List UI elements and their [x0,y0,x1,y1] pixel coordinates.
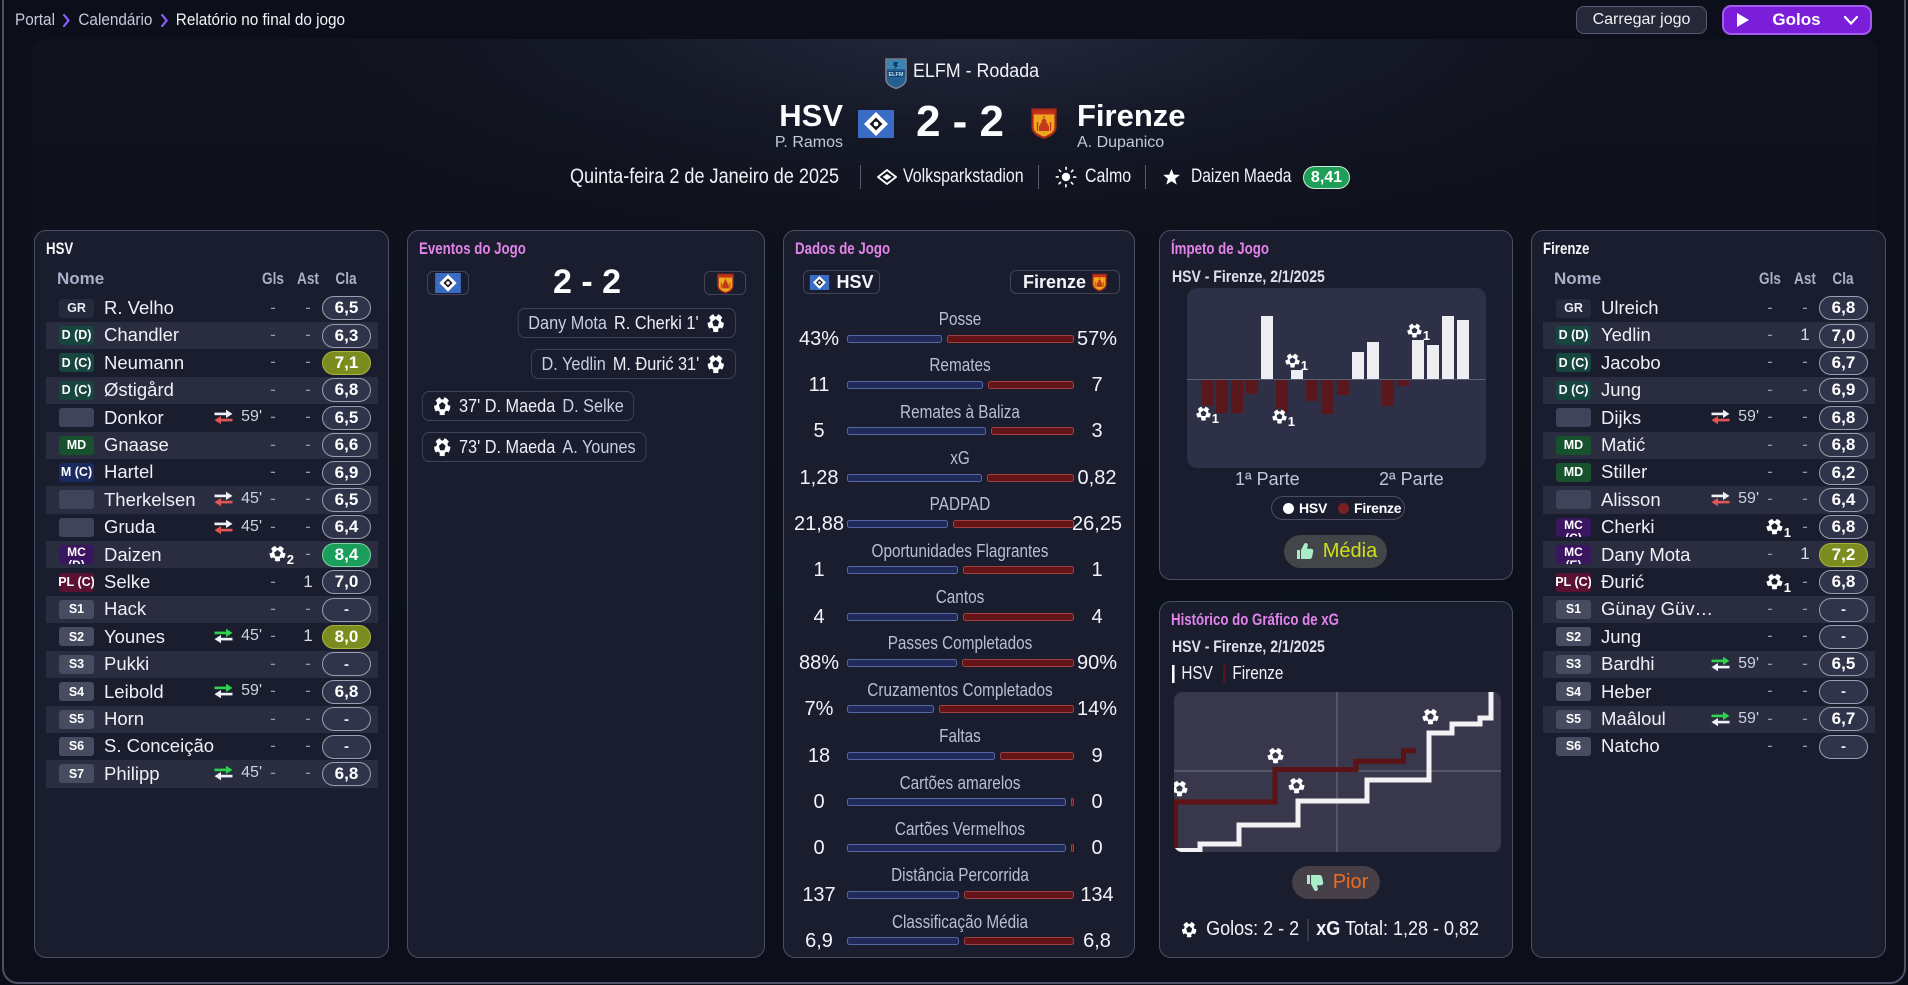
svg-text:ELFM: ELFM [889,72,904,78]
